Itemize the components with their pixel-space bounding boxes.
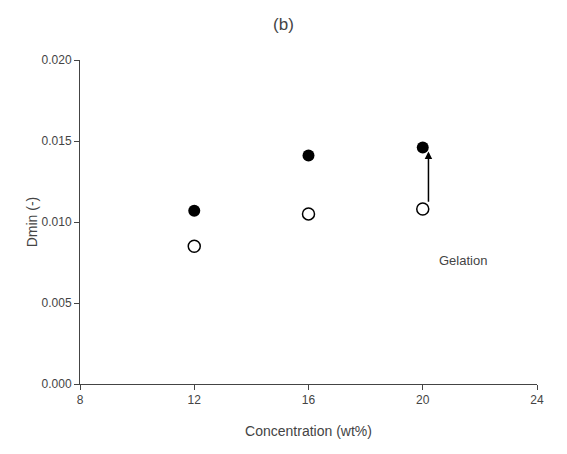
svg-text:0.015: 0.015 (42, 134, 72, 148)
svg-text:12: 12 (188, 393, 202, 407)
svg-text:Concentration (wt%): Concentration (wt%) (245, 423, 372, 439)
svg-text:(b): (b) (273, 15, 294, 34)
svg-text:Dmin (-): Dmin (-) (24, 197, 40, 248)
svg-text:0.000: 0.000 (42, 377, 72, 391)
svg-text:Gelation: Gelation (439, 253, 487, 268)
svg-text:24: 24 (530, 393, 544, 407)
svg-text:0.020: 0.020 (42, 53, 72, 67)
svg-text:20: 20 (416, 393, 430, 407)
svg-text:0.010: 0.010 (42, 215, 72, 229)
svg-text:0.005: 0.005 (42, 296, 72, 310)
svg-text:8: 8 (77, 393, 84, 407)
svg-text:16: 16 (302, 393, 316, 407)
